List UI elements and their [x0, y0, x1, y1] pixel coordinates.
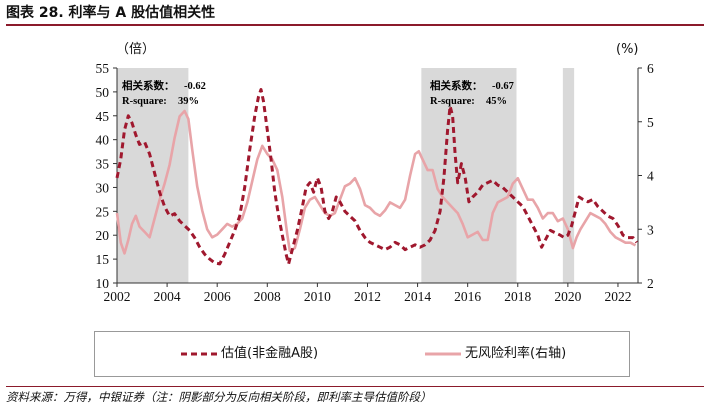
legend-swatch-rate [425, 352, 461, 356]
x-tick-label-1: 2004 [154, 289, 181, 304]
shaded-period-2 [562, 68, 575, 283]
x-tick-label-6: 2014 [404, 289, 431, 304]
left-tick-label-6: 25 [96, 204, 110, 219]
annotation-r2-label-1: R-square: [430, 96, 475, 107]
chart-lines [115, 88, 638, 266]
x-tick-label-8: 2018 [504, 289, 531, 304]
annotation-r2-value-1: 45% [486, 96, 507, 107]
x-tick-label-5: 2012 [354, 289, 381, 304]
left-axis-unit: （倍） [116, 42, 155, 57]
left-tick-label-2: 45 [96, 109, 110, 124]
x-tick-label-9: 2020 [554, 289, 581, 304]
source-note: 资料来源：万得，中银证券（注：阴影部分为反向相关阶段，即利率主导估值阶段） [6, 386, 704, 407]
chart-legend: 估值(非金融A股) 无风险利率(右轴) [94, 331, 630, 377]
right-axis-unit: (%) [616, 42, 639, 57]
annotation-corr-value-0: -0.62 [184, 81, 206, 92]
x-tick-label-2: 2006 [204, 289, 231, 304]
x-tick-label-4: 2010 [304, 289, 331, 304]
x-tick-label-0: 2002 [104, 289, 131, 304]
shaded-period-0 [117, 68, 189, 283]
right-tick-label-0: 6 [647, 61, 654, 76]
left-tick-label-3: 40 [96, 133, 110, 148]
chart-title: 图表 28. 利率与 A 股估值相关性 [6, 2, 704, 26]
chart-annotations: 相关系数： -0.62R-square: 39%相关系数： -0.67R-square… [122, 79, 514, 107]
annotation-corr-label-1: 相关系数： [430, 79, 483, 92]
right-tick-label-2: 4 [647, 169, 654, 184]
right-tick-label-4: 2 [647, 276, 654, 291]
series-line-1 [115, 109, 637, 255]
annotation-r2-label-0: R-square: [122, 96, 167, 107]
left-tick-label-5: 30 [96, 180, 110, 195]
left-tick-label-1: 50 [96, 85, 110, 100]
x-tick-label-3: 2008 [254, 289, 281, 304]
left-tick-label-9: 10 [96, 276, 110, 291]
annotation-corr-value-1: -0.67 [492, 81, 514, 92]
x-tick-label-10: 2022 [604, 289, 631, 304]
right-tick-label-1: 5 [647, 115, 654, 130]
left-tick-label-4: 35 [96, 157, 110, 172]
legend-swatch-valuation [181, 352, 217, 356]
legend-label-rate: 无风险利率(右轴) [465, 346, 567, 361]
shaded-periods [117, 68, 575, 283]
series-line-0 [115, 88, 638, 266]
left-tick-label-0: 55 [96, 61, 110, 76]
shaded-period-1 [421, 68, 517, 283]
right-tick-label-3: 3 [647, 222, 654, 237]
chart: 55 50 45 40 35 30 25 20 15 10 6 5 4 3 2 2002 2004 2006 200… [96, 42, 655, 304]
chart-axes: 55 50 45 40 35 30 25 20 15 10 6 5 4 3 2 2002 2004 2006 200… [96, 61, 655, 304]
legend-label-valuation: 估值(非金融A股) [221, 346, 319, 361]
x-tick-label-7: 2016 [454, 289, 481, 304]
annotation-r2-value-0: 39% [178, 96, 199, 107]
annotation-corr-label-0: 相关系数： [122, 79, 175, 92]
left-tick-label-8: 15 [96, 252, 110, 267]
left-tick-label-7: 20 [96, 228, 110, 243]
